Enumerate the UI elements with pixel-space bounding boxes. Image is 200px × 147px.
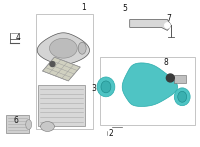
Bar xyxy=(100,57,195,125)
Ellipse shape xyxy=(178,91,187,102)
Text: 6: 6 xyxy=(13,116,18,125)
Ellipse shape xyxy=(101,81,111,93)
Text: 8: 8 xyxy=(164,58,169,67)
Polygon shape xyxy=(49,38,77,58)
Ellipse shape xyxy=(97,77,115,97)
Text: 4: 4 xyxy=(15,33,20,42)
Text: 5: 5 xyxy=(122,4,127,13)
Text: 1: 1 xyxy=(81,3,86,12)
Text: 7: 7 xyxy=(166,14,171,23)
Ellipse shape xyxy=(26,120,32,130)
Ellipse shape xyxy=(174,88,190,106)
Ellipse shape xyxy=(41,122,54,131)
Text: 3: 3 xyxy=(92,83,96,93)
Bar xyxy=(174,75,186,83)
Bar xyxy=(36,14,93,130)
Circle shape xyxy=(164,22,170,28)
Circle shape xyxy=(50,62,55,67)
Polygon shape xyxy=(6,115,29,133)
Polygon shape xyxy=(38,85,85,127)
Polygon shape xyxy=(37,33,90,65)
Circle shape xyxy=(166,74,174,82)
Polygon shape xyxy=(130,20,171,30)
Text: 2: 2 xyxy=(109,129,113,138)
Polygon shape xyxy=(43,57,80,81)
Ellipse shape xyxy=(78,42,86,54)
Polygon shape xyxy=(122,63,178,106)
